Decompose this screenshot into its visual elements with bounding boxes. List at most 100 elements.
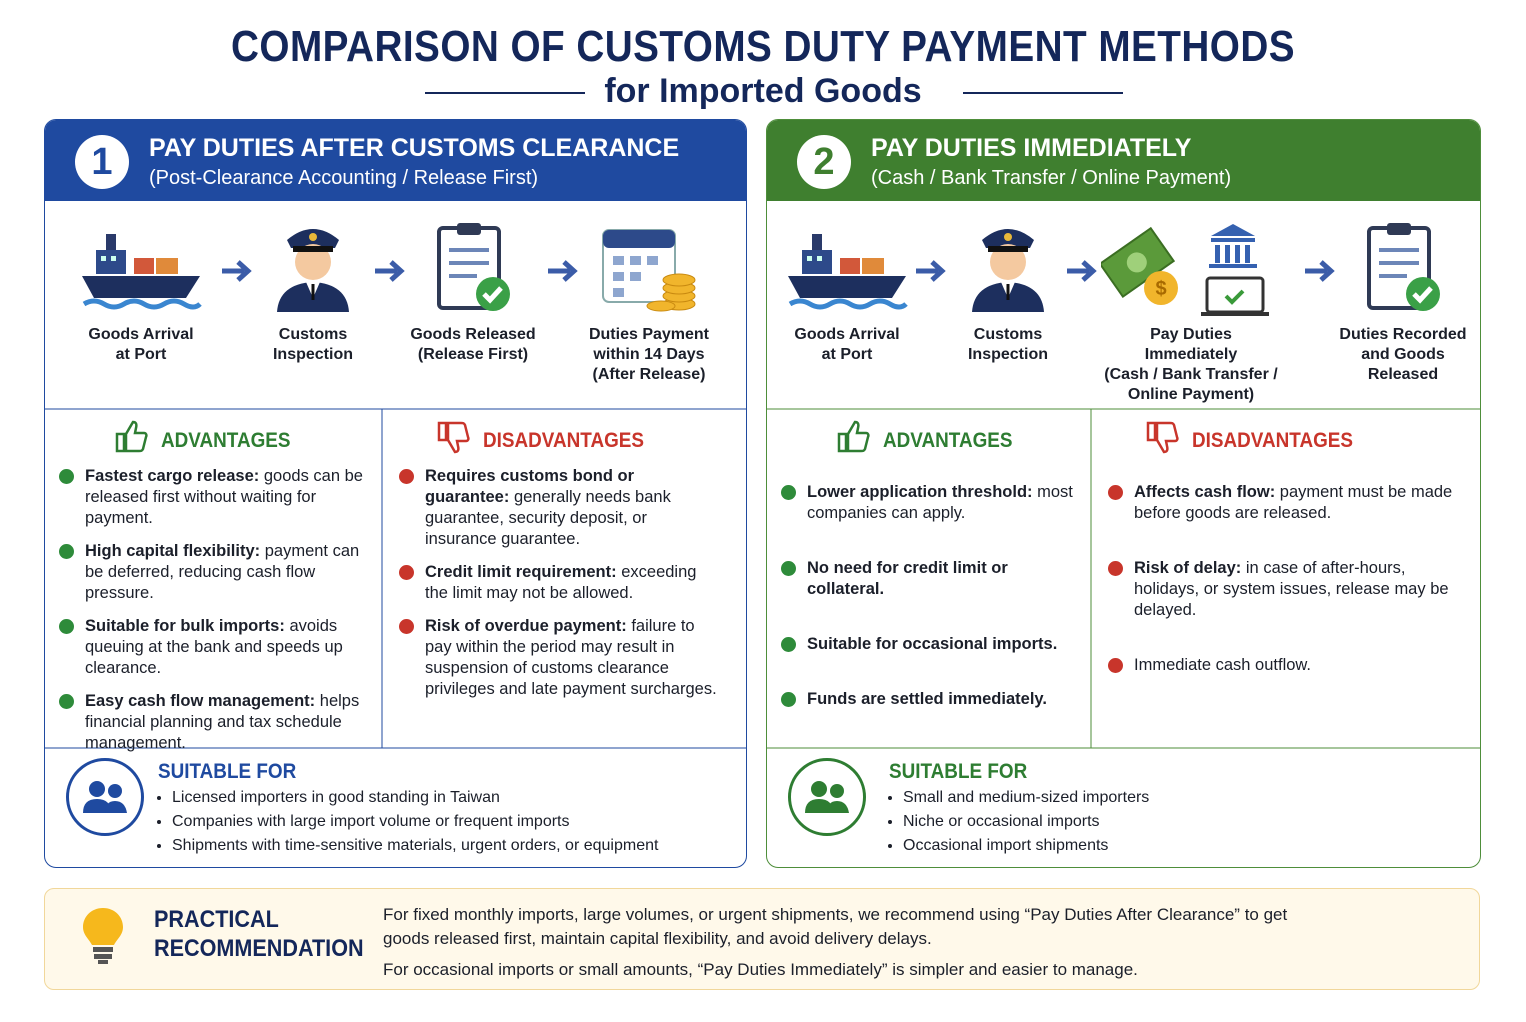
step-label: Pay Duties Immediately (Cash / Bank Transf… xyxy=(1081,325,1301,405)
icon-shape xyxy=(788,298,908,310)
icon-shape xyxy=(1215,245,1220,263)
arrow xyxy=(1065,258,1101,289)
check-dot xyxy=(59,694,74,709)
step-label-line: Immediately xyxy=(1144,346,1238,363)
step-icon xyxy=(1363,220,1443,320)
icon-shape xyxy=(805,781,849,813)
rec-heading-line: PRACTICAL xyxy=(154,906,279,933)
icon-shape xyxy=(1209,264,1257,268)
icon-shape xyxy=(1146,421,1179,454)
icon-shape xyxy=(788,234,908,310)
icon-shape xyxy=(548,260,578,282)
item-bold: Suitable for occasional imports. xyxy=(807,635,1058,653)
icon-shape xyxy=(1387,223,1411,235)
suitable-heading: SUITABLE FOR xyxy=(889,760,1028,783)
step-label: Goods Arrival at Port xyxy=(767,325,957,365)
panel-header: 2 PAY DUTIES IMMEDIATELY (Cash / Bank Tran… xyxy=(767,120,1480,201)
arrow xyxy=(1303,258,1339,289)
rule xyxy=(425,92,585,94)
rule xyxy=(963,92,1123,94)
divider xyxy=(45,408,746,410)
step-icon xyxy=(968,220,1048,320)
advantages-item: Funds are settled immediately. xyxy=(781,689,1080,710)
item-bold: High capital flexibility: xyxy=(85,542,261,560)
step-icon xyxy=(599,220,699,320)
icon-shape xyxy=(647,256,658,265)
icon-shape xyxy=(375,260,405,282)
icon-shape xyxy=(805,781,849,813)
section-heading: DISADVANTAGES xyxy=(1192,429,1354,452)
icon-shape xyxy=(1305,260,1335,282)
suitable-item: Licensed importers in good standing in T… xyxy=(172,786,719,810)
suitable: Small and medium-sized importersNiche or… xyxy=(889,786,1462,858)
section-heading: ADVANTAGES xyxy=(883,429,1013,452)
icon-shape xyxy=(1146,421,1179,454)
icon-shape xyxy=(1245,245,1250,263)
icon-shape xyxy=(830,784,844,798)
icon-shape xyxy=(1144,271,1178,305)
item-text: goods can be released first without wait… xyxy=(85,467,363,527)
icon-shape xyxy=(1215,245,1250,263)
suitable-item: Small and medium-sized importers xyxy=(903,786,1462,810)
icon-shape xyxy=(662,273,696,287)
item-bold: Fastest cargo release: xyxy=(85,467,260,485)
section-heading: DISADVANTAGES xyxy=(483,429,645,452)
icon-shape xyxy=(1224,289,1245,305)
icon-shape xyxy=(613,272,624,281)
icon-shape xyxy=(156,258,178,274)
item-bold: Suitable for bulk imports: xyxy=(85,617,285,635)
step-icon xyxy=(273,220,353,320)
advantages-item: Lower application threshold: most compan… xyxy=(781,482,1080,524)
divider xyxy=(45,747,746,749)
icon-shape xyxy=(805,799,833,813)
panel-subtitle: (Post-Clearance Accounting / Release Fir… xyxy=(149,167,539,189)
icon-shape xyxy=(82,276,200,298)
icon-shape xyxy=(613,256,624,265)
panel: 2 PAY DUTIES IMMEDIATELY (Cash / Bank Tran… xyxy=(766,119,1481,868)
icon-shape: $ xyxy=(1098,224,1269,316)
icon-shape xyxy=(646,273,696,312)
icon-shape xyxy=(837,420,870,453)
step-label-line: at Port xyxy=(115,346,167,363)
item-bold: Funds are settled immediately. xyxy=(807,690,1047,708)
divider xyxy=(1090,409,1092,748)
step-label: Duties Payment within 14 Days (After Relea… xyxy=(539,325,746,385)
rec-paragraph: For fixed monthly imports, large volumes… xyxy=(383,905,1288,948)
disadvantages-item: Risk of delay: in case of after-hours, h… xyxy=(1108,558,1454,621)
disadvantages-item: Immediate cash outflow. xyxy=(1108,655,1454,676)
disadvantages-item: Requires customs bond or guarantee: gene… xyxy=(399,466,720,550)
icon-shape xyxy=(83,781,127,813)
step-label-line: Inspection xyxy=(272,346,353,363)
disadvantages-item: Credit limit requirement: exceeding the … xyxy=(399,562,720,604)
icon-shape xyxy=(807,256,812,261)
icon-shape xyxy=(293,246,333,252)
icon-shape xyxy=(437,421,470,454)
item-text: failure to pay within the period may res… xyxy=(425,617,717,698)
icon-shape xyxy=(82,298,202,310)
icon-shape xyxy=(311,284,315,300)
panel-number: 2 xyxy=(797,135,851,189)
icon-shape: $ xyxy=(1155,278,1166,300)
item-text: avoids queuing at the bank and speeds up… xyxy=(85,617,343,677)
step-label-line: Inspection xyxy=(967,346,1048,363)
icon-shape xyxy=(1004,233,1012,241)
step-label-line: Customs xyxy=(973,326,1043,343)
item-bold: Lower application threshold: xyxy=(807,483,1033,501)
item-text: generally needs bank guarantee, security… xyxy=(425,488,671,548)
check-dot xyxy=(59,619,74,634)
red-dot xyxy=(1108,561,1123,576)
icon-shape xyxy=(83,908,123,945)
icon-shape xyxy=(972,229,1044,312)
icon-shape xyxy=(106,234,116,254)
icon-shape xyxy=(222,260,252,282)
thumb-icon xyxy=(435,420,471,461)
icon-shape xyxy=(1305,260,1335,282)
suitable-heading: SUITABLE FOR xyxy=(158,760,297,783)
arrow xyxy=(373,258,409,289)
rec-text: For fixed monthly imports, large volumes… xyxy=(383,903,1333,982)
step-label-line: (After Release) xyxy=(592,366,706,383)
advantages-item: No need for credit limit or collateral. xyxy=(781,558,1080,600)
icon-shape xyxy=(1211,224,1255,236)
